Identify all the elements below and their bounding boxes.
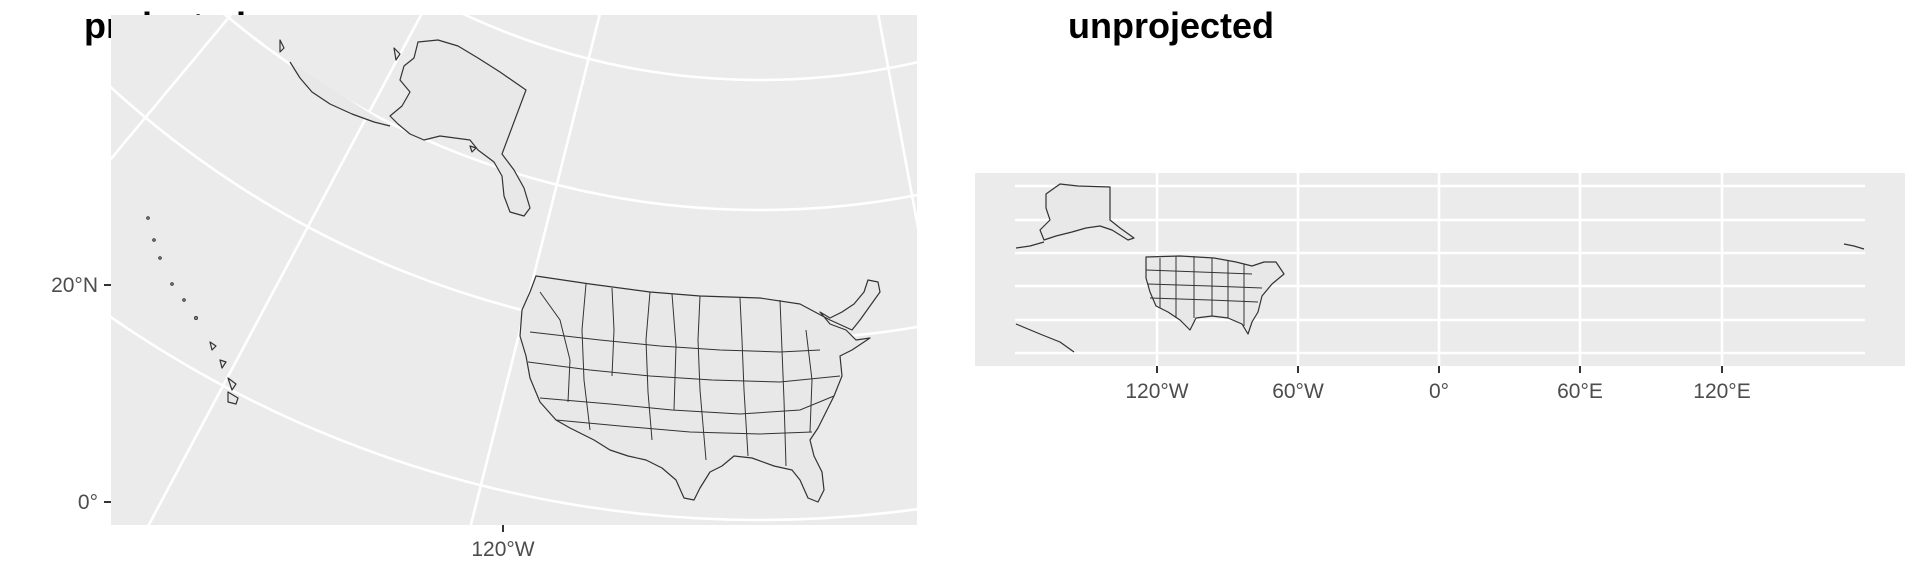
meridian-line <box>147 15 423 525</box>
state-border <box>529 331 821 353</box>
hawaii-islands <box>1015 323 1075 353</box>
x-tick-label-60w: 60°W <box>1272 380 1324 403</box>
unprojected-map-panel: 120°W 60°W 0° 60°E 120°E <box>975 173 1905 403</box>
x-tick-label-120w: 120°W <box>471 538 534 561</box>
projected-land <box>146 39 881 503</box>
island-shape <box>194 316 199 321</box>
state-border <box>779 299 787 467</box>
state-border <box>739 297 749 457</box>
aleutian-islands <box>289 61 391 127</box>
parallel-line <box>111 315 917 521</box>
island-shape <box>227 391 239 405</box>
island-shape <box>209 341 217 351</box>
island-shape <box>227 377 237 391</box>
island-shape <box>393 47 401 61</box>
parallel-line <box>462 15 917 82</box>
unprojected-panel-title: unprojected <box>1068 5 1275 46</box>
state-borders <box>527 283 841 467</box>
unprojected-land <box>1015 183 1865 353</box>
state-border <box>1147 283 1263 289</box>
state-border <box>671 293 677 411</box>
island-shape <box>219 359 227 369</box>
state-border <box>539 395 835 415</box>
y-tick-label-20n: 20°N <box>51 274 98 297</box>
state-border <box>611 287 615 377</box>
state-border <box>527 361 841 383</box>
island-shape <box>279 39 285 53</box>
state-border <box>645 291 653 441</box>
island-shape <box>469 145 477 153</box>
x-tick-label-0: 0° <box>1429 380 1449 403</box>
parallel-line <box>223 15 917 212</box>
y-tick-label-0: 0° <box>78 491 98 514</box>
hawaii-islands <box>146 216 239 405</box>
contiguous-us-shape <box>1145 255 1285 335</box>
x-tick-label-120w: 120°W <box>1125 380 1188 403</box>
state-border <box>1149 297 1259 303</box>
state-border <box>1145 269 1253 275</box>
state-border <box>697 295 707 461</box>
state-border <box>581 283 591 431</box>
island-shape <box>158 256 162 260</box>
state-border <box>539 291 571 403</box>
island-shape <box>152 238 156 242</box>
meridian-line <box>469 15 601 525</box>
island-shape <box>170 282 174 286</box>
x-tick-label-60e: 60°E <box>1557 380 1603 403</box>
state-borders <box>1145 256 1263 326</box>
island-shape <box>146 216 150 220</box>
alaska-shape <box>389 39 531 217</box>
state-border <box>555 419 813 435</box>
alaska-shape <box>1039 183 1135 241</box>
island-shape <box>182 298 186 302</box>
island-shape <box>1843 243 1865 250</box>
aleutian-islands <box>1015 241 1045 249</box>
projected-map-panel: 20°N 0° 120°W <box>51 15 917 561</box>
x-tick-label-120e: 120°E <box>1693 380 1750 403</box>
state-border <box>805 329 813 433</box>
